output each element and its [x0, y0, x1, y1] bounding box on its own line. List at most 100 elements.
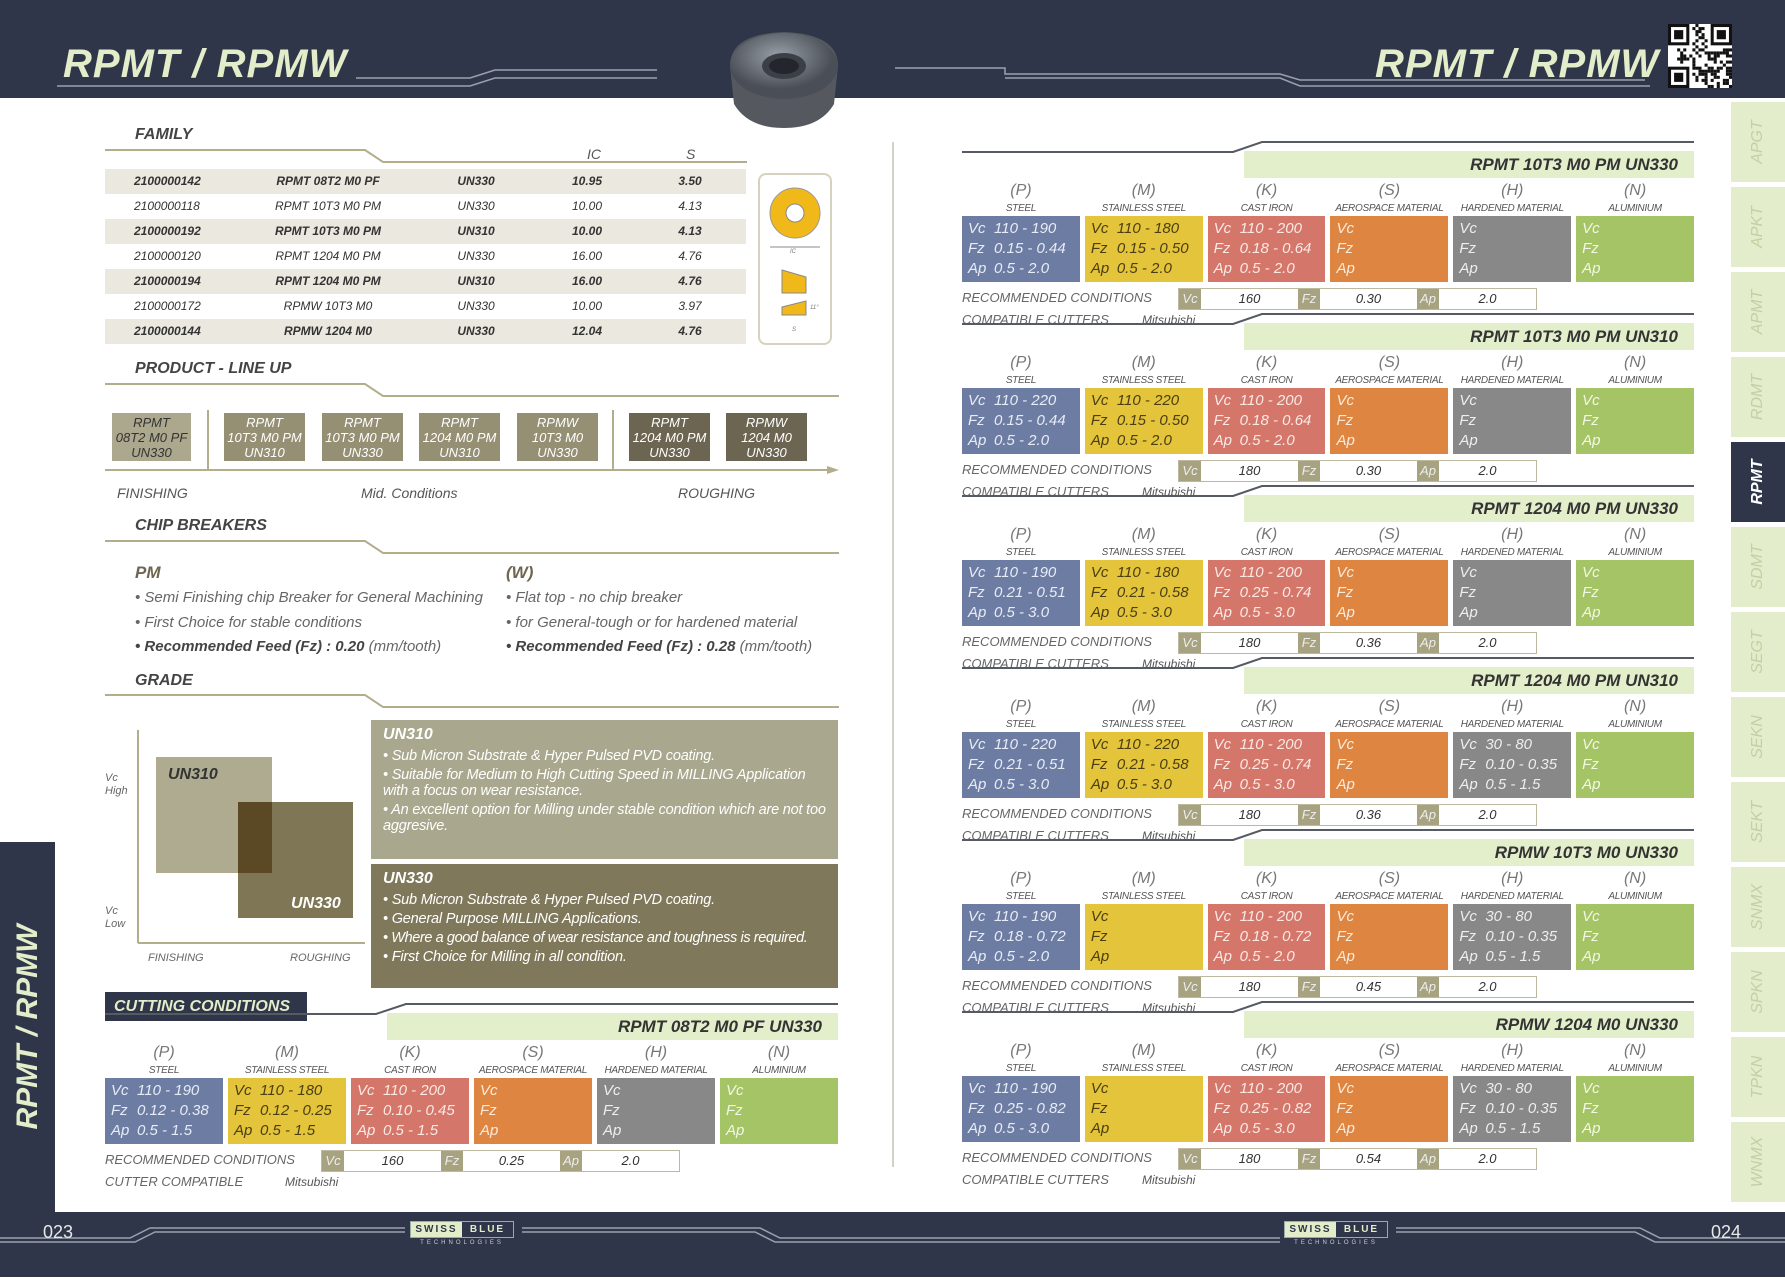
family-cell-s: 4.76 [678, 249, 702, 263]
param-vc: Vc [480, 1081, 586, 1101]
material-header: (H) HARDENED MATERIAL [1453, 1042, 1571, 1075]
condition-cell: Vc 110 - 190 Fz 0.12 - 0.38 Ap 0.5 - 1.5 [105, 1078, 223, 1144]
side-tab-wnmx[interactable]: WNMX [1731, 1122, 1785, 1202]
param-fz: Fz 0.10 - 0.35 [1459, 927, 1565, 947]
material-name: AEROSPACE MATERIAL [1335, 891, 1444, 902]
side-tab-sdmt[interactable]: SDMT [1731, 527, 1785, 607]
material-header: (H) HARDENED MATERIAL [597, 1044, 715, 1077]
lineup-item-line: RPMT [344, 415, 381, 430]
material-header: (N) ALUMINIUM [720, 1044, 838, 1077]
param-value: 0.5 - 3.0 [1116, 604, 1172, 621]
param-value: 110 - 200 [1239, 220, 1302, 237]
family-cell-s: 3.97 [678, 299, 702, 313]
param-label: Ap [968, 776, 987, 793]
param-value: 110 - 200 [383, 1082, 446, 1099]
param-ap: Ap [1336, 431, 1442, 451]
side-tab-segt[interactable]: SEGT [1731, 612, 1785, 692]
rec-value-ap: 2.0 [1478, 291, 1497, 306]
side-tab-spkn[interactable]: SPKN [1731, 952, 1785, 1032]
lineup-roughing: ROUGHING [678, 485, 755, 501]
header-title-right: RPMT / RPMW [1375, 42, 1660, 86]
un310-title: UN310 [383, 726, 433, 743]
lineup-item[interactable]: RPMT 1204 M0 PM UN330 [629, 413, 710, 461]
param-ap: Ap [1091, 1119, 1197, 1139]
param-value: 0.10 - 0.35 [1485, 1100, 1558, 1117]
condition-cell: Vc Fz Ap [1453, 560, 1572, 626]
compatible-cutters-value[interactable]: Mitsubishi [1142, 1173, 1196, 1187]
rec-param-label: Fz [1298, 289, 1320, 309]
side-tab-label: SNMX [1749, 883, 1766, 931]
side-tab-rdmt[interactable]: RDMT [1731, 357, 1785, 437]
condition-cell: Vc 110 - 220 Fz 0.21 - 0.58 Ap 0.5 - 3.0 [1084, 732, 1203, 798]
side-tab-tpkn[interactable]: TPKN [1731, 1037, 1785, 1117]
param-label: Fz [1336, 584, 1354, 601]
param-ap: Ap 0.5 - 1.5 [234, 1121, 340, 1141]
condition-cell: Vc 110 - 190 Fz 0.18 - 0.72 Ap 0.5 - 2.0 [962, 904, 1080, 970]
param-value: 0.10 - 0.35 [1485, 928, 1558, 945]
family-cell-s: 4.76 [678, 324, 702, 338]
un330-bullet-1: • Sub Micron Substrate & Hyper Pulsed PV… [383, 892, 715, 908]
lineup-item[interactable]: RPMT 10T3 M0 PM UN330 [322, 413, 403, 461]
family-cell-ic: 16.00 [571, 249, 603, 263]
lineup-item[interactable]: RPMT 08T2 M0 PF UN330 [112, 413, 191, 461]
side-tab-apkt[interactable]: APKT [1731, 187, 1785, 267]
rec-value-fz: 0.54 [1355, 1151, 1382, 1166]
param-label: Ap [1090, 948, 1110, 965]
param-label: Fz [234, 1102, 251, 1119]
side-tab-apgt[interactable]: APGT [1731, 102, 1785, 182]
side-tab-label: APGT [1749, 120, 1766, 164]
table-rule [105, 1003, 838, 1015]
lineup-item[interactable]: RPMW 10T3 M0 UN330 [517, 413, 598, 461]
material-header: (K) CAST IRON [1208, 870, 1326, 903]
family-row: 2100000118 RPMT 10T3 M0 PM UN330 10.00 4.13 [105, 194, 746, 219]
rec-value-ap: 2.0 [1478, 979, 1497, 994]
material-code: (K) [1255, 698, 1278, 715]
lineup-item[interactable]: RPMT 10T3 M0 PM UN310 [224, 413, 305, 461]
param-value: 110 - 200 [1239, 736, 1302, 753]
condition-cell: Vc 110 - 190 Fz 0.25 - 0.82 Ap 0.5 - 3.0 [962, 1076, 1080, 1142]
param-ap: Ap [1091, 947, 1197, 967]
param-label: Vc [1336, 564, 1354, 581]
lineup-item-line: UN330 [537, 445, 578, 460]
param-ap: Ap [726, 1121, 832, 1141]
lineup-item[interactable]: RPMT 1204 M0 PM UN310 [419, 413, 500, 461]
side-tab-sekt[interactable]: SEKT [1731, 782, 1785, 862]
recommended-label: RECOMMENDED CONDITIONS [105, 1152, 295, 1167]
material-header: (P) STEEL [962, 526, 1080, 559]
param-label: Vc [968, 392, 986, 409]
material-code: (P) [1010, 870, 1032, 887]
side-tab-snmx[interactable]: SNMX [1731, 867, 1785, 947]
qr-code-icon[interactable] [1668, 24, 1732, 88]
param-label: Fz [1090, 756, 1108, 773]
family-cell-name: RPMT 1204 M0 PM [275, 249, 381, 263]
conditions-table-4: RPMT 1204 M0 PM UN310 (P) STEEL (M) STAINLES… [962, 656, 1694, 846]
param-fz: Fz [1582, 927, 1688, 947]
compatible-cutters-value[interactable]: Mitsubishi [285, 1175, 339, 1189]
side-tab-apmt[interactable]: APMT [1731, 272, 1785, 352]
side-tab-rpmt[interactable]: RPMT [1731, 442, 1785, 522]
pm-bullet-2: • First Choice for stable conditions [135, 614, 363, 631]
side-tab-sekn[interactable]: SEKN [1731, 697, 1785, 777]
param-label: Fz [1459, 928, 1476, 945]
w-feed-unit: (mm/tooth) [739, 638, 813, 655]
family-row: 2100000120 RPMT 1204 M0 PM UN330 16.00 4.76 [105, 244, 746, 269]
param-label: Ap [1582, 604, 1601, 621]
param-vc: Vc 110 - 180 [1091, 219, 1197, 239]
un310-bullet-2: • Suitable for Medium to High Cutting Sp… [383, 767, 806, 799]
param-vc: Vc [1459, 563, 1565, 583]
param-label: Ap [603, 1122, 622, 1139]
param-label: Vc [968, 1080, 986, 1097]
side-tab-label: SPKN [1749, 970, 1766, 1014]
param-vc: Vc 110 - 220 [1091, 735, 1197, 755]
param-value: 0.10 - 0.35 [1485, 756, 1558, 773]
material-header: (S) AEROSPACE MATERIAL [474, 1044, 592, 1077]
param-value: 110 - 200 [1239, 908, 1302, 925]
param-fz: Fz 0.15 - 0.50 [1091, 411, 1197, 431]
param-value: 110 - 220 [994, 736, 1057, 753]
param-label: Ap [1336, 604, 1355, 621]
param-label: Vc [1213, 392, 1232, 409]
lineup-item[interactable]: RPMW 1204 M0 UN330 [726, 413, 807, 461]
side-tab-label: SEGT [1749, 630, 1766, 674]
param-fz: Fz 0.18 - 0.64 [1214, 239, 1320, 259]
header-decor-lines [57, 67, 1650, 87]
